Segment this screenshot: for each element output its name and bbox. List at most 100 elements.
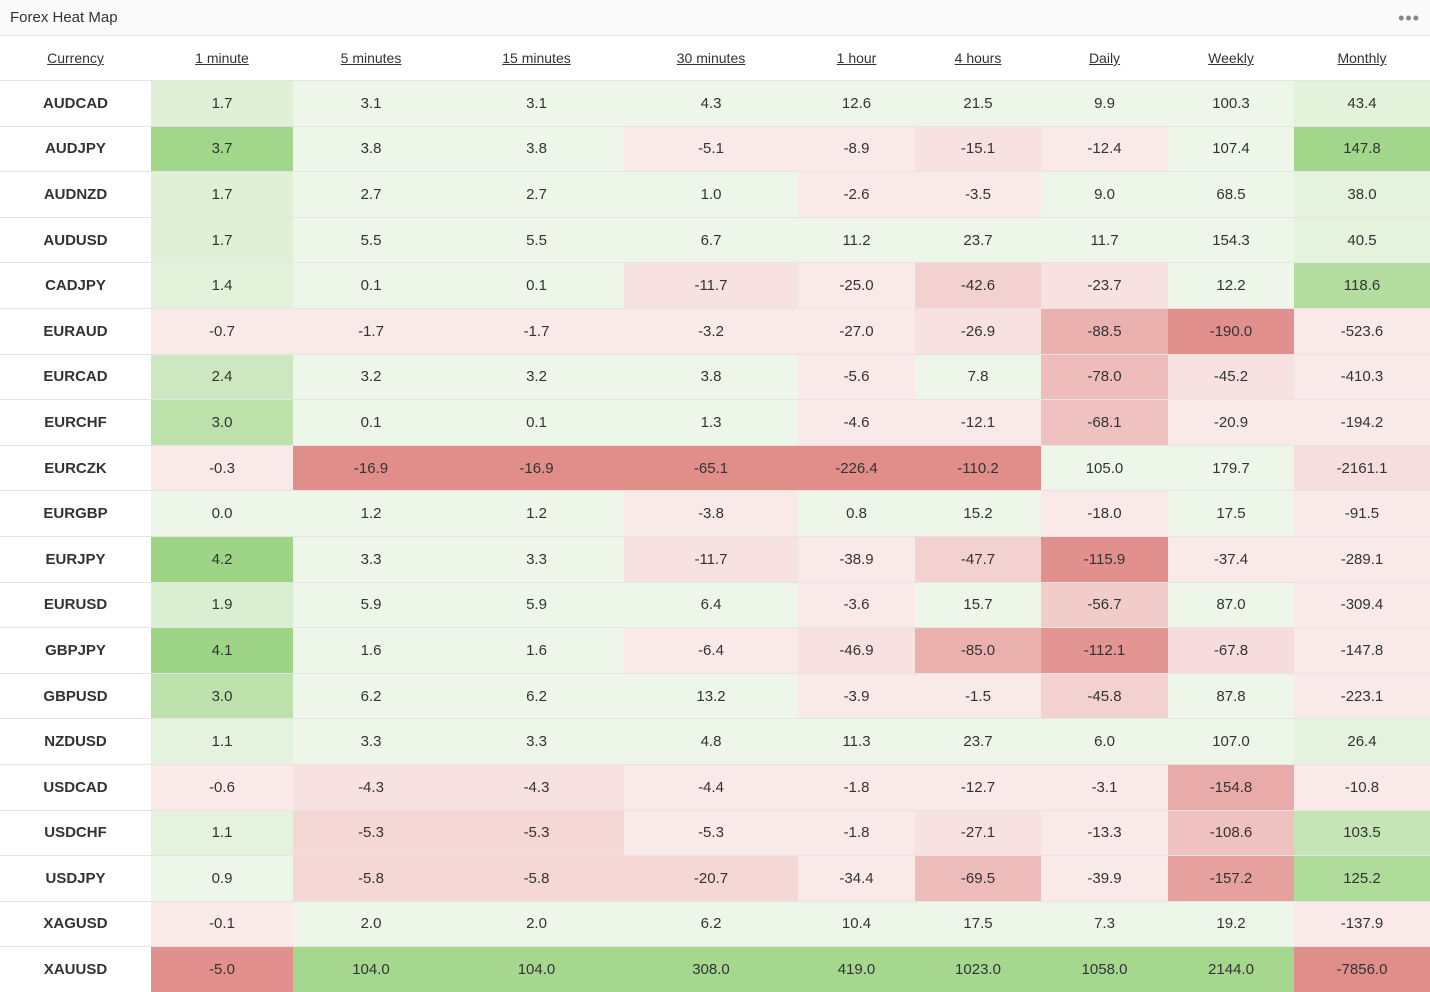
column-header-monthly[interactable]: Monthly xyxy=(1294,36,1430,81)
heat-cell: -69.5 xyxy=(915,855,1041,902)
heat-cell: 105.0 xyxy=(1041,445,1168,492)
heat-cell: -3.1 xyxy=(1041,764,1168,811)
heat-cell: -110.2 xyxy=(915,445,1041,492)
currency-pair-cell: EURCZK xyxy=(0,445,151,492)
heat-cell: -34.4 xyxy=(798,855,915,902)
heat-cell: 6.2 xyxy=(624,901,798,948)
column-header-weekly[interactable]: Weekly xyxy=(1168,36,1294,81)
heat-cell: -45.2 xyxy=(1168,354,1294,401)
heat-cell: 4.1 xyxy=(151,627,293,674)
heat-cell: -56.7 xyxy=(1041,582,1168,629)
column-header-currency[interactable]: Currency xyxy=(0,36,151,81)
currency-pair-cell: CADJPY xyxy=(0,262,151,309)
heat-cell: -46.9 xyxy=(798,627,915,674)
heat-cell: 3.3 xyxy=(449,718,624,765)
heat-cell: -20.9 xyxy=(1168,399,1294,446)
currency-pair-cell: AUDUSD xyxy=(0,217,151,264)
heat-cell: 1.7 xyxy=(151,171,293,218)
heat-map-table: Currency 1 minute 5 minutes 15 minutes 30 mi… xyxy=(0,36,1430,992)
heat-cell: 1.6 xyxy=(293,627,449,674)
heat-cell: 40.5 xyxy=(1294,217,1430,264)
heat-cell: -0.7 xyxy=(151,308,293,355)
heat-cell: -4.6 xyxy=(798,399,915,446)
heat-cell: -18.0 xyxy=(1041,490,1168,537)
heat-cell: -13.3 xyxy=(1041,810,1168,857)
heat-cell: -85.0 xyxy=(915,627,1041,674)
heat-cell: 0.0 xyxy=(151,490,293,537)
heat-cell: -4.3 xyxy=(449,764,624,811)
heat-cell: 5.9 xyxy=(449,582,624,629)
currency-pair-cell: EURCAD xyxy=(0,354,151,401)
currency-pair-cell: EURUSD xyxy=(0,582,151,629)
heat-cell: -11.7 xyxy=(624,536,798,583)
heat-cell: 87.8 xyxy=(1168,673,1294,720)
currency-pair-cell: XAGUSD xyxy=(0,901,151,948)
heat-cell: 21.5 xyxy=(915,80,1041,127)
heat-cell: -194.2 xyxy=(1294,399,1430,446)
column-header-1-hour[interactable]: 1 hour xyxy=(798,36,915,81)
table-row: EURJPY 4.2 3.3 3.3 -11.7 -38.9 -47.7 -115.9 -37.… xyxy=(0,536,1430,583)
heat-cell: 1.4 xyxy=(151,262,293,309)
heat-cell: -27.1 xyxy=(915,810,1041,857)
heat-cell: -0.1 xyxy=(151,901,293,948)
heat-cell: 0.1 xyxy=(293,399,449,446)
heat-cell: -226.4 xyxy=(798,445,915,492)
heat-cell: 4.3 xyxy=(624,80,798,127)
currency-pair-cell: USDCAD xyxy=(0,764,151,811)
heat-cell: -190.0 xyxy=(1168,308,1294,355)
heat-cell: 3.0 xyxy=(151,673,293,720)
heat-cell: 1.1 xyxy=(151,810,293,857)
heat-cell: 0.8 xyxy=(798,490,915,537)
currency-pair-cell: EURJPY xyxy=(0,536,151,583)
heat-cell: -1.7 xyxy=(449,308,624,355)
heat-cell: 1.7 xyxy=(151,217,293,264)
column-header-daily[interactable]: Daily xyxy=(1041,36,1168,81)
heat-cell: -26.9 xyxy=(915,308,1041,355)
heat-cell: 13.2 xyxy=(624,673,798,720)
table-row: CADJPY 1.4 0.1 0.1 -11.7 -25.0 -42.6 -23.7 12.2 1… xyxy=(0,262,1430,309)
heat-cell: -5.3 xyxy=(449,810,624,857)
heat-cell: 3.3 xyxy=(293,718,449,765)
column-header-30-minutes[interactable]: 30 minutes xyxy=(624,36,798,81)
heat-cell: 7.3 xyxy=(1041,901,1168,948)
heat-cell: -1.7 xyxy=(293,308,449,355)
currency-pair-cell: AUDCAD xyxy=(0,80,151,127)
heat-cell: -137.9 xyxy=(1294,901,1430,948)
heat-cell: -23.7 xyxy=(1041,262,1168,309)
heat-cell: -5.0 xyxy=(151,946,293,992)
header-row: Currency 1 minute 5 minutes 15 minutes 30 mi… xyxy=(0,36,1430,81)
heat-cell: -4.3 xyxy=(293,764,449,811)
heat-cell: -5.3 xyxy=(624,810,798,857)
heat-cell: 125.2 xyxy=(1294,855,1430,902)
heat-cell: 3.1 xyxy=(449,80,624,127)
heat-cell: 1.6 xyxy=(449,627,624,674)
heat-cell: -27.0 xyxy=(798,308,915,355)
heat-cell: 1.1 xyxy=(151,718,293,765)
column-header-4-hours[interactable]: 4 hours xyxy=(915,36,1041,81)
heat-cell: -0.6 xyxy=(151,764,293,811)
heat-cell: -5.1 xyxy=(624,126,798,173)
column-header-15-minutes[interactable]: 15 minutes xyxy=(449,36,624,81)
heat-cell: 12.6 xyxy=(798,80,915,127)
heat-cell: 19.2 xyxy=(1168,901,1294,948)
currency-pair-cell: USDJPY xyxy=(0,855,151,902)
table-row: EURAUD -0.7 -1.7 -1.7 -3.2 -27.0 -26.9 -88.5 -19… xyxy=(0,308,1430,355)
heat-cell: 6.2 xyxy=(293,673,449,720)
heat-cell: 15.7 xyxy=(915,582,1041,629)
heat-cell: -78.0 xyxy=(1041,354,1168,401)
more-horizontal-icon[interactable]: ••• xyxy=(1398,7,1420,28)
heat-cell: -2161.1 xyxy=(1294,445,1430,492)
heat-cell: -5.8 xyxy=(293,855,449,902)
currency-pair-cell: EURGBP xyxy=(0,490,151,537)
table-body: AUDCAD 1.7 3.1 3.1 4.3 12.6 21.5 9.9 100.3 43.4 AU… xyxy=(0,80,1430,992)
heat-cell: -38.9 xyxy=(798,536,915,583)
heat-cell: -67.8 xyxy=(1168,627,1294,674)
heat-cell: -45.8 xyxy=(1041,673,1168,720)
table-row: AUDJPY 3.7 3.8 3.8 -5.1 -8.9 -15.1 -12.4 107.4 14… xyxy=(0,126,1430,173)
column-header-1-minute[interactable]: 1 minute xyxy=(151,36,293,81)
heat-cell: 1.3 xyxy=(624,399,798,446)
heat-cell: -8.9 xyxy=(798,126,915,173)
heat-cell: 3.3 xyxy=(449,536,624,583)
heat-cell: 4.2 xyxy=(151,536,293,583)
column-header-5-minutes[interactable]: 5 minutes xyxy=(293,36,449,81)
